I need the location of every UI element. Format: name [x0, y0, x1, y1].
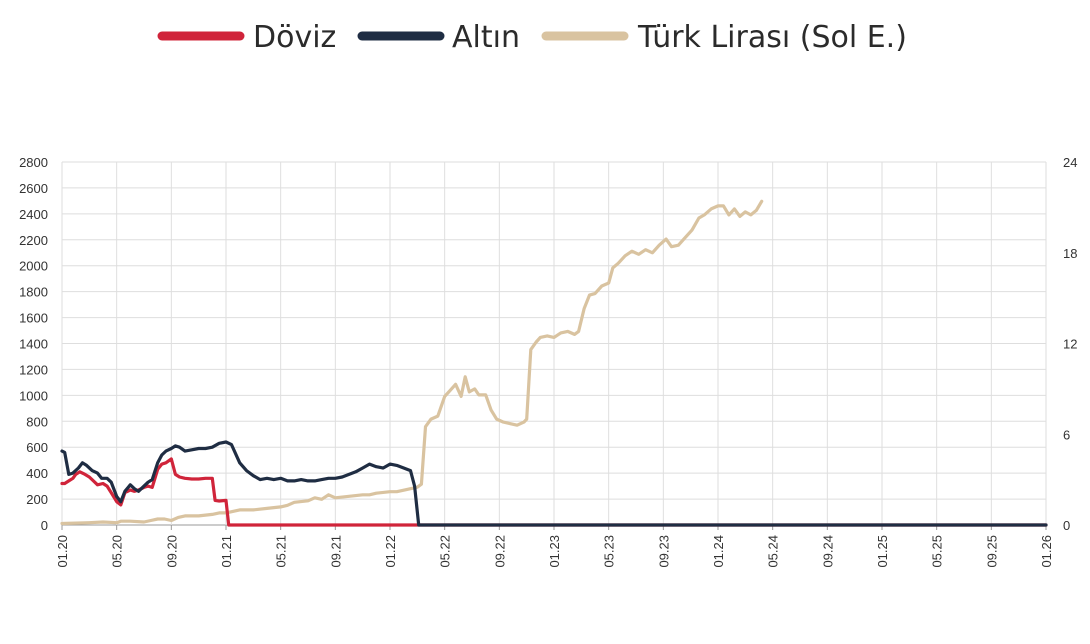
y-right-tick-label: 6: [1063, 427, 1070, 442]
y-right-tick-label: 24: [1063, 155, 1077, 170]
x-tick-label: 09.20: [164, 535, 179, 568]
y-left-tick-label: 800: [26, 414, 48, 429]
x-tick-label: 05.23: [602, 535, 617, 568]
x-tick-label: 01.25: [875, 535, 890, 568]
legend: Döviz Altın Türk Lirası (Sol E.): [157, 20, 907, 55]
legend-label: Türk Lirası (Sol E.): [637, 20, 907, 55]
x-axis: 01.20 05.20 09.20 01.21 05.21 09.21 01.22 05.22…: [55, 525, 1054, 568]
y-left-tick-label: 400: [26, 466, 48, 481]
x-tick-label: 01.23: [547, 535, 562, 568]
x-tick-label: 09.23: [656, 535, 671, 568]
legend-label: Döviz: [253, 20, 336, 55]
x-tick-label: 05.24: [766, 535, 781, 568]
y-left-tick-label: 1400: [19, 337, 48, 352]
y-right-tick-label: 18: [1063, 246, 1077, 261]
x-tick-label: 05.20: [110, 535, 125, 568]
y-left-tick-label: 200: [26, 492, 48, 507]
y-left-tick-label: 1000: [19, 388, 48, 403]
y-axis-left: 0 200 400 600 800 1000 1200 1400 1600 1800 2000 220…: [19, 155, 48, 533]
series-line-1: [60, 440, 1048, 527]
x-tick-label: 09.21: [328, 535, 343, 568]
y-right-tick-label: 12: [1063, 337, 1077, 352]
x-tick-label: 09.25: [984, 535, 999, 568]
legend-label: Altın: [452, 20, 520, 55]
y-left-tick-label: 2400: [19, 207, 48, 222]
y-left-tick-label: 1600: [19, 311, 48, 326]
y-left-tick-label: 0: [41, 518, 48, 533]
series-lines: [60, 199, 1048, 527]
y-left-tick-label: 2000: [19, 259, 48, 274]
series-line-0: [60, 457, 1048, 527]
x-tick-label: 05.21: [274, 535, 289, 568]
x-tick-label: 01.26: [1039, 535, 1054, 568]
y-left-tick-label: 1200: [19, 362, 48, 377]
x-tick-label: 01.20: [55, 535, 70, 568]
x-tick-label: 09.24: [820, 535, 835, 568]
x-tick-label: 01.21: [219, 535, 234, 568]
y-left-tick-label: 2200: [19, 233, 48, 248]
y-axis-right: 0 6 12 18 24: [1063, 155, 1077, 533]
x-tick-label: 01.24: [711, 535, 726, 568]
y-right-tick-label: 0: [1063, 518, 1070, 533]
y-left-tick-label: 1800: [19, 285, 48, 300]
x-tick-label: 01.22: [383, 535, 398, 568]
x-tick-label: 09.22: [492, 535, 507, 568]
grid: [61, 161, 1047, 526]
y-left-tick-label: 2800: [19, 155, 48, 170]
x-tick-label: 05.25: [930, 535, 945, 568]
y-left-tick-label: 2600: [19, 181, 48, 196]
y-left-tick-label: 600: [26, 440, 48, 455]
x-tick-label: 05.22: [438, 535, 453, 568]
